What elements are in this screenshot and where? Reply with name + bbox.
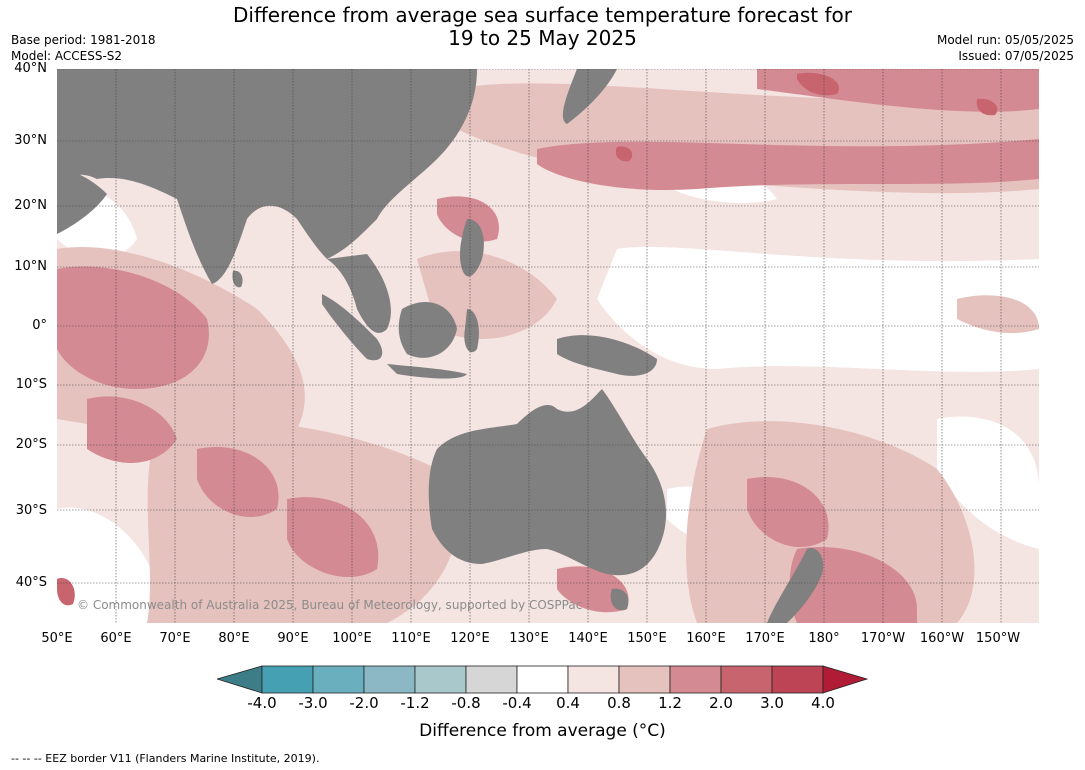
- land-philippines: [459, 219, 484, 277]
- colorbar-graphic: [215, 665, 869, 694]
- land-tasmania: [610, 588, 629, 611]
- meta-left: Base period: 1981-2018 Model: ACCESS-S2: [11, 32, 156, 64]
- anomaly-band-warm: [287, 497, 379, 578]
- colorbar-tick-label: -4.0: [247, 694, 277, 712]
- lat-label: 30°N: [14, 133, 47, 148]
- colorbar-cell: [771, 665, 824, 694]
- land-borneo: [398, 301, 457, 358]
- colorbar-tick-label: 0.4: [556, 694, 580, 712]
- land-new-guinea: [557, 335, 657, 376]
- base-period-text: Base period: 1981-2018: [11, 33, 156, 47]
- land-masses: [57, 69, 824, 623]
- colorbar-cell: [618, 665, 671, 694]
- lon-label: 170°E: [745, 631, 785, 646]
- colorbar-tick-label: 4.0: [811, 694, 835, 712]
- lon-label: 50°E: [41, 631, 73, 646]
- lon-label: 160°W: [919, 631, 965, 646]
- map-gridlines: [57, 69, 1039, 623]
- land-arabia-horn: [57, 169, 107, 234]
- anomaly-band-moderate: [957, 295, 1039, 334]
- model-text: Model: ACCESS-S2: [11, 49, 123, 63]
- colorbar-tick-label: -0.4: [502, 694, 532, 712]
- colorbar-title: Difference from average (°C): [419, 721, 666, 741]
- meta-right: Model run: 05/05/2025 Issued: 07/05/2025: [937, 32, 1074, 64]
- issued-text: Issued: 07/05/2025: [958, 49, 1074, 63]
- colorbar-tick-label: -2.0: [349, 694, 379, 712]
- colorbar-tick-label: -1.2: [400, 694, 430, 712]
- lon-label: 140°E: [568, 631, 608, 646]
- land-new-zealand: [767, 548, 824, 623]
- colorbar-cell: [669, 665, 722, 694]
- colorbar-cell: [720, 665, 773, 694]
- anomaly-band-strong: [797, 72, 839, 96]
- land-japan: [562, 69, 617, 124]
- land-sri-lanka: [232, 270, 243, 288]
- colorbar-cell: [414, 665, 467, 694]
- eez-footnote: -- -- -- EEZ border V11 (Flanders Marine…: [11, 752, 320, 765]
- colorbar-tick-label: 1.2: [658, 694, 682, 712]
- chart-title: Difference from average sea surface temp…: [0, 4, 1085, 50]
- anomaly-band-warm: [57, 266, 209, 389]
- anomaly-band-neutral: [57, 507, 157, 623]
- lon-label: 130°E: [509, 631, 549, 646]
- lat-label: 20°S: [15, 437, 47, 452]
- anomaly-band-strong: [976, 98, 998, 116]
- anomaly-band-warm: [197, 447, 279, 518]
- land-sulawesi: [464, 309, 479, 353]
- land-indochina: [327, 254, 391, 333]
- lon-label: 180°: [808, 631, 840, 646]
- lon-label: 150°E: [627, 631, 667, 646]
- colorbar-cell: [567, 665, 620, 694]
- colorbar-cell: [516, 665, 569, 694]
- title-line-2: 19 to 25 May 2025: [448, 26, 637, 50]
- lat-label: 10°N: [14, 259, 47, 274]
- colorbar-cell: [312, 665, 365, 694]
- colorbar-cell: [261, 665, 314, 694]
- lon-label: 170°W: [860, 631, 906, 646]
- anomaly-band-strong: [57, 578, 75, 606]
- colorbar-cell: [465, 665, 518, 694]
- map-canvas: [57, 69, 1039, 623]
- colorbar-tick-label: -3.0: [298, 694, 328, 712]
- lat-label: 10°S: [15, 377, 47, 392]
- lon-label: 80°E: [218, 631, 250, 646]
- sst-anomaly-map: [57, 69, 1039, 623]
- colorbar-tick-label: 3.0: [760, 694, 784, 712]
- land-java: [387, 364, 467, 379]
- lat-label: 30°S: [15, 503, 47, 518]
- colorbar-arrow-high: [822, 665, 869, 694]
- anomaly-band-moderate: [686, 421, 975, 623]
- lon-label: 90°E: [277, 631, 309, 646]
- lat-label: 0°: [32, 318, 47, 333]
- anomaly-band-warm: [87, 396, 177, 463]
- lon-label: 120°E: [450, 631, 490, 646]
- lon-label: 110°E: [391, 631, 431, 646]
- model-run-text: Model run: 05/05/2025: [936, 33, 1074, 47]
- colorbar-tick-label: 0.8: [607, 694, 631, 712]
- lon-label: 70°E: [159, 631, 191, 646]
- anomaly-band-neutral: [597, 246, 1039, 372]
- colorbar-cells: [215, 665, 869, 694]
- copyright-notice: © Commonwealth of Australia 2025, Bureau…: [77, 598, 583, 612]
- lon-label: 100°E: [332, 631, 372, 646]
- anomaly-band-strong: [615, 146, 633, 162]
- anomaly-band-warm: [747, 477, 829, 548]
- land-asia: [57, 69, 477, 284]
- lon-label: 60°E: [100, 631, 132, 646]
- lat-label: 20°N: [14, 198, 47, 213]
- lon-label: 150°W: [975, 631, 1021, 646]
- colorbar-cell: [363, 665, 416, 694]
- colorbar: [215, 665, 869, 699]
- lat-label: 40°S: [15, 575, 47, 590]
- anomaly-band-neutral: [937, 416, 1039, 549]
- colorbar-tick-label: 2.0: [709, 694, 733, 712]
- lon-label: 160°E: [686, 631, 726, 646]
- anomaly-band-warm: [537, 139, 1039, 190]
- colorbar-arrow-low: [215, 665, 263, 694]
- colorbar-tick-label: -0.8: [451, 694, 481, 712]
- land-australia: [428, 389, 667, 576]
- title-line-1: Difference from average sea surface temp…: [232, 3, 852, 27]
- anomaly-band-warm: [557, 566, 629, 613]
- lat-label: 40°N: [14, 61, 47, 76]
